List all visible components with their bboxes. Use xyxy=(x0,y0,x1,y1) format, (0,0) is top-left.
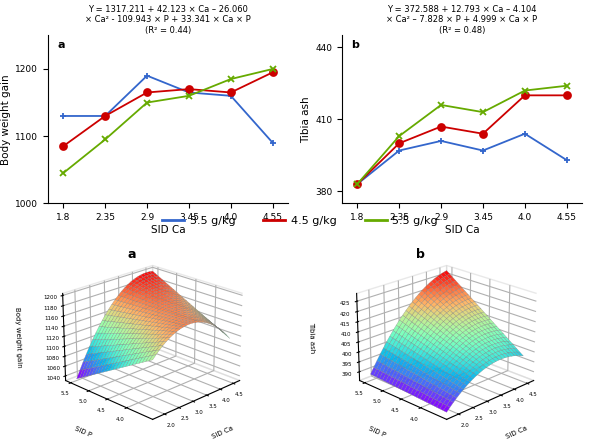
X-axis label: SID Ca: SID Ca xyxy=(505,425,528,440)
Text: a: a xyxy=(58,40,65,50)
Y-axis label: SID P: SID P xyxy=(74,426,92,439)
Title: Y = 372.588 + 12.793 × Ca – 4.104
× Ca² – 7.828 × P + 4.999 × Ca × P
(R² = 0.48): Y = 372.588 + 12.793 × Ca – 4.104 × Ca² … xyxy=(386,5,538,34)
Text: b: b xyxy=(416,248,424,260)
X-axis label: SID Ca: SID Ca xyxy=(445,225,479,235)
Y-axis label: Body weight gain: Body weight gain xyxy=(1,74,11,165)
X-axis label: SID Ca: SID Ca xyxy=(151,225,185,235)
Y-axis label: SID P: SID P xyxy=(368,426,386,439)
Y-axis label: Tibia ash: Tibia ash xyxy=(301,96,311,143)
Legend: 3.5 g/kg, 4.5 g/kg, 5.5 g/kg: 3.5 g/kg, 4.5 g/kg, 5.5 g/kg xyxy=(158,212,442,230)
Text: a: a xyxy=(128,248,136,260)
X-axis label: SID Ca: SID Ca xyxy=(211,425,234,440)
Text: b: b xyxy=(352,40,359,50)
Title: Y = 1317.211 + 42.123 × Ca – 26.060
× Ca² - 109.943 × P + 33.341 × Ca × P
(R² = : Y = 1317.211 + 42.123 × Ca – 26.060 × Ca… xyxy=(85,5,251,34)
